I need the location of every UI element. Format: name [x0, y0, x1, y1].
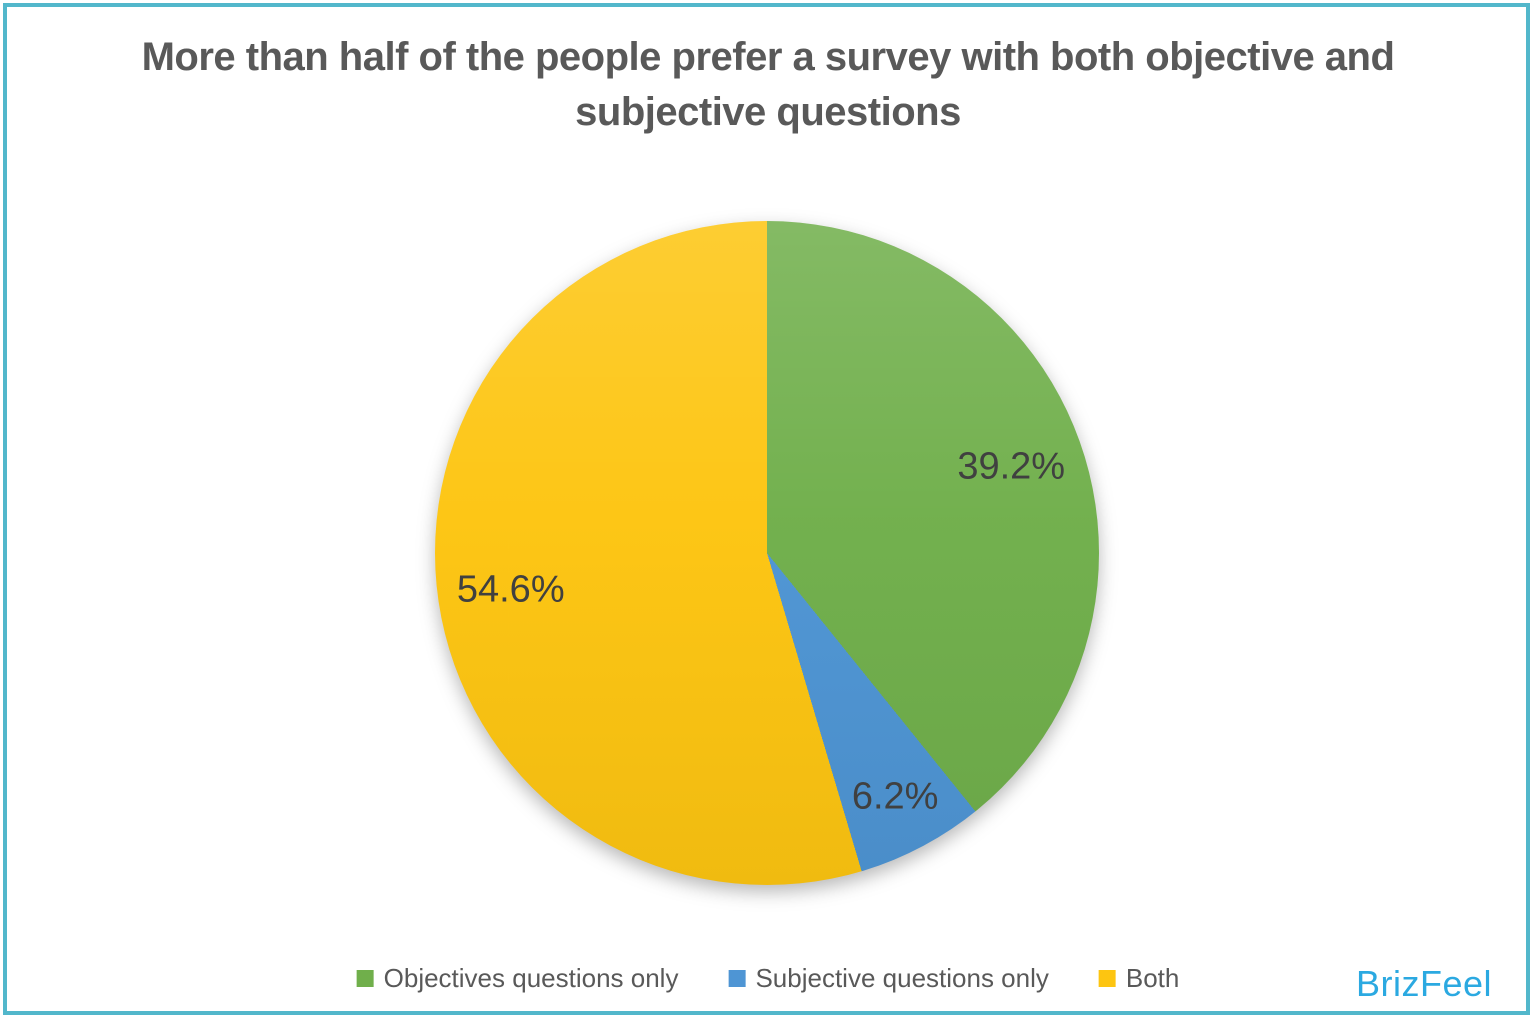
brand-logo: BrizFeel	[1355, 963, 1492, 1004]
pie-data-label: 6.2%	[851, 775, 939, 818]
pie-chart: 39.2% 6.2% 54.6%	[435, 221, 1099, 885]
legend-label-subjective: Subjective questions only	[755, 963, 1049, 993]
legend-item-subjective: Subjective questions only	[728, 963, 1049, 994]
legend-item-objective: Objectives questions only	[356, 963, 679, 994]
legend-item-both: Both	[1098, 963, 1180, 994]
pie-data-label: 54.6%	[456, 568, 565, 611]
legend-label-both: Both	[1125, 963, 1180, 993]
chart-legend: Objectives questions only Subjective que…	[356, 963, 1180, 994]
legend-swatch-subjective-icon	[728, 970, 746, 987]
chart-title: More than half of the people prefer a su…	[141, 35, 1395, 135]
legend-label-objective: Objectives questions only	[383, 963, 679, 993]
pie-data-label: 39.2%	[957, 445, 1066, 488]
legend-swatch-both-icon	[1098, 970, 1116, 987]
legend-swatch-objective-icon	[356, 970, 374, 987]
